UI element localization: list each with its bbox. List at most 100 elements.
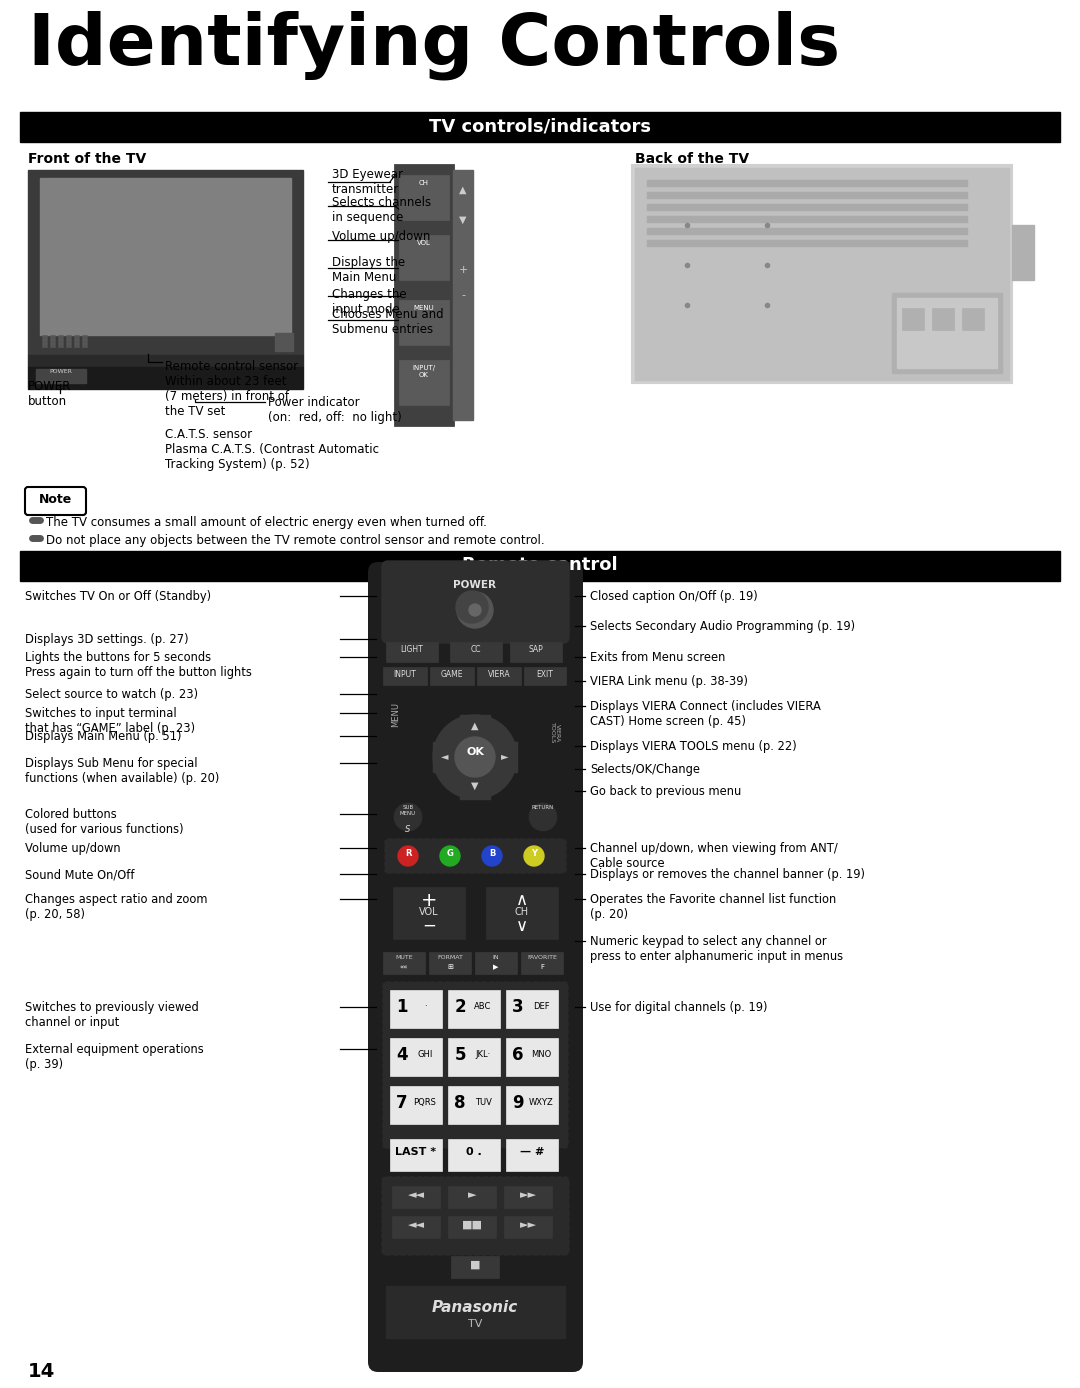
Bar: [962, 308, 984, 330]
Circle shape: [482, 847, 502, 866]
Circle shape: [524, 847, 544, 866]
Bar: [40, 178, 291, 335]
Text: +: +: [458, 265, 468, 275]
Bar: [475, 952, 517, 974]
Bar: [28, 355, 303, 366]
Bar: [632, 165, 1012, 383]
Text: Channel up/down, when viewing from ANT/
Cable source: Channel up/down, when viewing from ANT/ …: [590, 843, 838, 870]
Bar: [448, 1185, 496, 1208]
Bar: [524, 668, 566, 686]
Text: CC: CC: [471, 645, 482, 654]
Text: TV: TV: [468, 1319, 482, 1328]
Bar: [42, 335, 48, 347]
Text: Displays the
Main Menu: Displays the Main Menu: [332, 255, 405, 285]
Text: LIGHT: LIGHT: [401, 645, 423, 654]
Bar: [635, 168, 1009, 380]
Text: Displays Sub Menu for special
functions (when available) (p. 20): Displays Sub Menu for special functions …: [25, 756, 219, 786]
Text: VOL: VOL: [419, 906, 438, 917]
Bar: [647, 192, 967, 198]
Bar: [66, 335, 71, 347]
Bar: [897, 298, 997, 368]
Text: IN: IN: [492, 955, 499, 960]
Text: Selects channels
in sequence: Selects channels in sequence: [332, 196, 431, 223]
Bar: [429, 952, 471, 974]
Bar: [460, 715, 490, 799]
Text: Exits from Menu screen: Exits from Menu screen: [590, 651, 726, 663]
Bar: [647, 217, 967, 222]
Text: POWER: POWER: [454, 580, 497, 590]
Bar: [383, 952, 426, 974]
Bar: [36, 369, 86, 383]
Text: POWER
button: POWER button: [28, 380, 71, 408]
Circle shape: [440, 847, 460, 866]
Text: MENU: MENU: [414, 305, 434, 311]
Bar: [399, 175, 449, 221]
Text: Remote control: Remote control: [462, 557, 618, 575]
Text: Use for digital channels (p. 19): Use for digital channels (p. 19): [590, 1001, 768, 1015]
Bar: [399, 235, 449, 280]
Bar: [892, 293, 1002, 373]
Text: Colored buttons
(used for various functions): Colored buttons (used for various functi…: [25, 808, 184, 836]
Bar: [521, 952, 563, 974]
Text: Switches TV On or Off (Standby): Switches TV On or Off (Standby): [25, 590, 211, 602]
Circle shape: [455, 737, 495, 777]
Bar: [507, 990, 558, 1029]
Text: Remote control sensor
Within about 23 feet
(7 meters) in front of
the TV set: Remote control sensor Within about 23 fe…: [165, 359, 298, 418]
Text: INPUT: INPUT: [393, 670, 417, 679]
Bar: [399, 300, 449, 346]
Text: −: −: [422, 917, 436, 936]
Text: Selects/OK/Change: Selects/OK/Change: [590, 763, 700, 776]
Circle shape: [529, 804, 557, 831]
Bar: [275, 333, 293, 351]
Text: Numeric keypad to select any channel or
press to enter alphanumeric input in men: Numeric keypad to select any channel or …: [590, 936, 843, 963]
Text: GAME: GAME: [441, 670, 463, 679]
Bar: [453, 169, 473, 421]
Bar: [390, 1085, 442, 1124]
Text: -: -: [461, 290, 465, 300]
Text: 6: 6: [512, 1047, 524, 1065]
Bar: [448, 1085, 500, 1124]
Text: ■■: ■■: [461, 1220, 483, 1230]
Bar: [902, 308, 924, 330]
Text: WXYZ: WXYZ: [528, 1098, 553, 1108]
Text: FORMAT: FORMAT: [437, 955, 463, 960]
Bar: [390, 990, 442, 1029]
Text: ◄◄: ◄◄: [407, 1220, 424, 1230]
Text: ►►: ►►: [519, 1190, 537, 1201]
Text: ◄◄: ◄◄: [407, 1190, 424, 1201]
Text: Switches to input terminal
that has “GAME” label (p. 23): Switches to input terminal that has “GAM…: [25, 706, 195, 736]
Bar: [510, 643, 562, 662]
Text: G: G: [446, 849, 454, 858]
Bar: [430, 668, 474, 686]
Text: Front of the TV: Front of the TV: [28, 153, 146, 167]
Bar: [390, 1140, 442, 1171]
Text: JKL·: JKL·: [475, 1049, 490, 1059]
Circle shape: [433, 715, 517, 799]
Text: MNO: MNO: [531, 1049, 551, 1059]
Bar: [392, 1185, 440, 1208]
Bar: [395, 165, 453, 425]
Bar: [50, 335, 55, 347]
Text: ABC: ABC: [474, 1002, 491, 1010]
FancyBboxPatch shape: [384, 838, 566, 873]
Circle shape: [469, 604, 481, 616]
Text: Panasonic: Panasonic: [432, 1301, 518, 1314]
Text: — #: — #: [519, 1146, 544, 1158]
Circle shape: [399, 847, 418, 866]
Text: RETURN: RETURN: [531, 805, 554, 811]
Text: CH: CH: [515, 906, 529, 917]
Text: MENU: MENU: [391, 702, 401, 727]
Text: Power indicator
(on:  red, off:  no light): Power indicator (on: red, off: no light): [268, 396, 402, 423]
Bar: [433, 743, 517, 772]
Text: ««: ««: [400, 965, 408, 970]
Text: B: B: [489, 849, 496, 858]
Text: +: +: [421, 891, 437, 911]
Text: C.A.T.S. sensor
Plasma C.A.T.S. (Contrast Automatic
Tracking System) (p. 52): C.A.T.S. sensor Plasma C.A.T.S. (Contras…: [165, 428, 379, 471]
Text: Changes the
input mode: Changes the input mode: [332, 287, 407, 316]
Text: ▲: ▲: [459, 185, 467, 194]
Text: ▲: ▲: [471, 720, 478, 731]
Bar: [28, 169, 303, 355]
Text: LAST *: LAST *: [395, 1146, 436, 1158]
Bar: [448, 1140, 500, 1171]
Text: Chooses Menu and
Submenu entries: Chooses Menu and Submenu entries: [332, 308, 444, 336]
